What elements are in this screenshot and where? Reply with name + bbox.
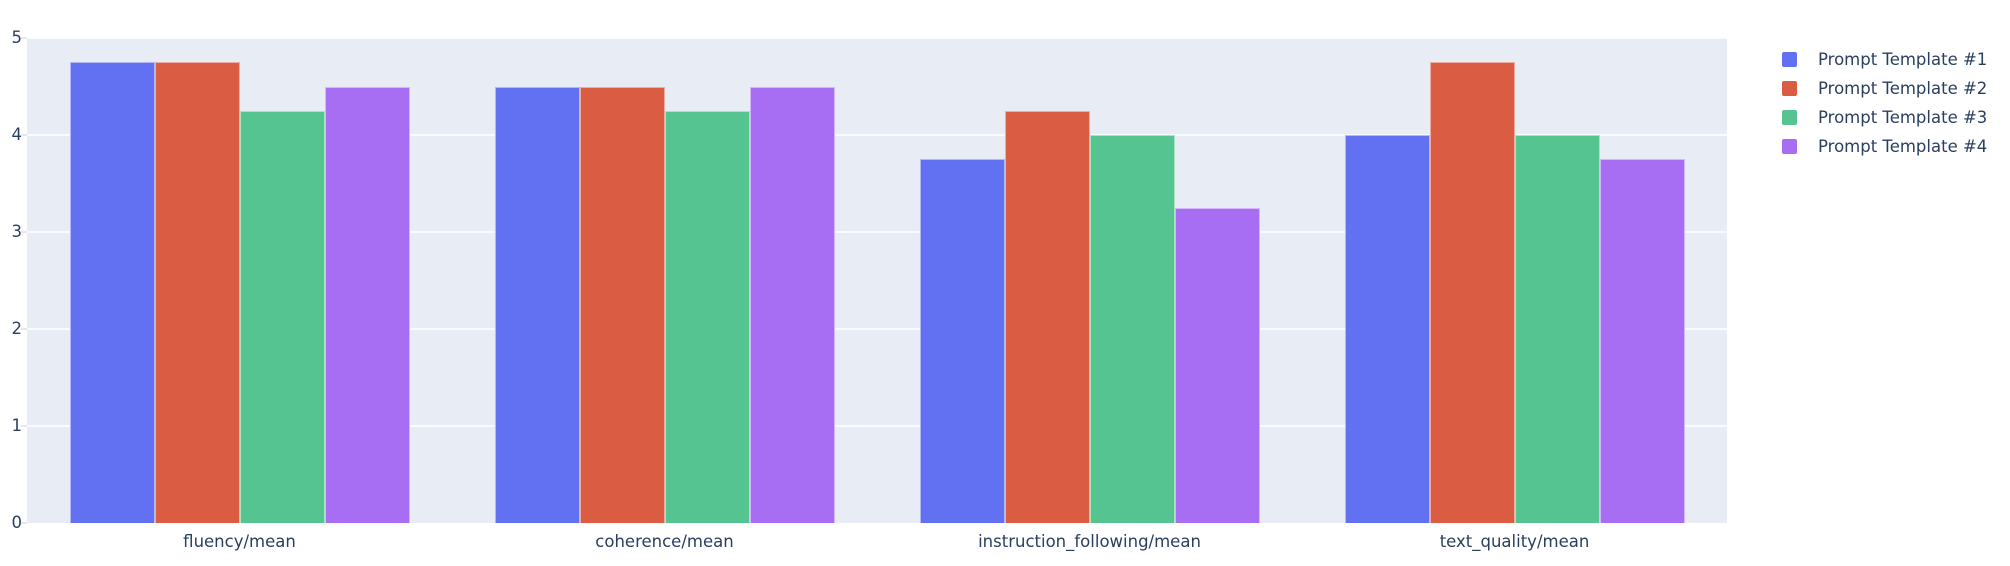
bar[interactable]: [919, 159, 1005, 523]
gridline: [27, 134, 1727, 136]
legend-item[interactable]: Prompt Template #3: [1782, 108, 1988, 127]
bar[interactable]: [1089, 135, 1175, 523]
bar[interactable]: [1599, 159, 1685, 523]
y-tick-mark: [21, 134, 27, 136]
legend-item[interactable]: Prompt Template #1: [1782, 50, 1988, 69]
y-tick-mark: [21, 37, 27, 39]
y-tick-mark: [21, 231, 27, 233]
legend-swatch: [1782, 139, 1797, 154]
bar[interactable]: [1344, 135, 1430, 523]
legend-label: Prompt Template #1: [1818, 50, 1988, 69]
bar[interactable]: [664, 110, 750, 523]
bar[interactable]: [239, 110, 325, 523]
y-tick-label: 1: [11, 416, 23, 435]
x-axis-label: fluency/mean: [183, 532, 296, 551]
gridline: [27, 231, 1727, 233]
legend-item[interactable]: Prompt Template #2: [1782, 79, 1988, 98]
bar[interactable]: [749, 86, 835, 523]
legend-label: Prompt Template #2: [1818, 79, 1988, 98]
bar[interactable]: [1004, 110, 1090, 523]
y-tick-label: 0: [11, 513, 23, 532]
gridline: [27, 328, 1727, 330]
legend: Prompt Template #1 Prompt Template #2 Prom…: [1782, 50, 1988, 168]
bar[interactable]: [69, 62, 155, 523]
legend-label: Prompt Template #4: [1818, 137, 1988, 156]
legend-item[interactable]: Prompt Template #4: [1782, 137, 1988, 156]
bar[interactable]: [1429, 62, 1515, 523]
y-tick-mark: [21, 522, 27, 524]
gridline: [27, 38, 1727, 39]
y-tick-mark: [21, 425, 27, 427]
bar[interactable]: [494, 86, 580, 523]
legend-label: Prompt Template #3: [1818, 108, 1988, 127]
legend-swatch: [1782, 110, 1797, 125]
bar[interactable]: [1514, 135, 1600, 523]
y-tick-label: 3: [11, 222, 23, 241]
bar[interactable]: [154, 62, 240, 523]
gridline: [27, 425, 1727, 427]
legend-swatch: [1782, 81, 1797, 96]
plot-area[interactable]: [27, 38, 1727, 523]
legend-swatch: [1782, 52, 1797, 67]
y-tick-label: 4: [11, 125, 23, 144]
bar[interactable]: [324, 86, 410, 523]
y-tick-mark: [21, 328, 27, 330]
bar[interactable]: [1174, 207, 1260, 523]
y-tick-label: 2: [11, 319, 23, 338]
y-tick-label: 5: [11, 28, 23, 47]
x-axis-label: coherence/mean: [595, 532, 734, 551]
x-axis-label: text_quality/mean: [1439, 532, 1590, 551]
bar[interactable]: [579, 86, 665, 523]
x-axis-label: instruction_following/mean: [978, 532, 1201, 551]
